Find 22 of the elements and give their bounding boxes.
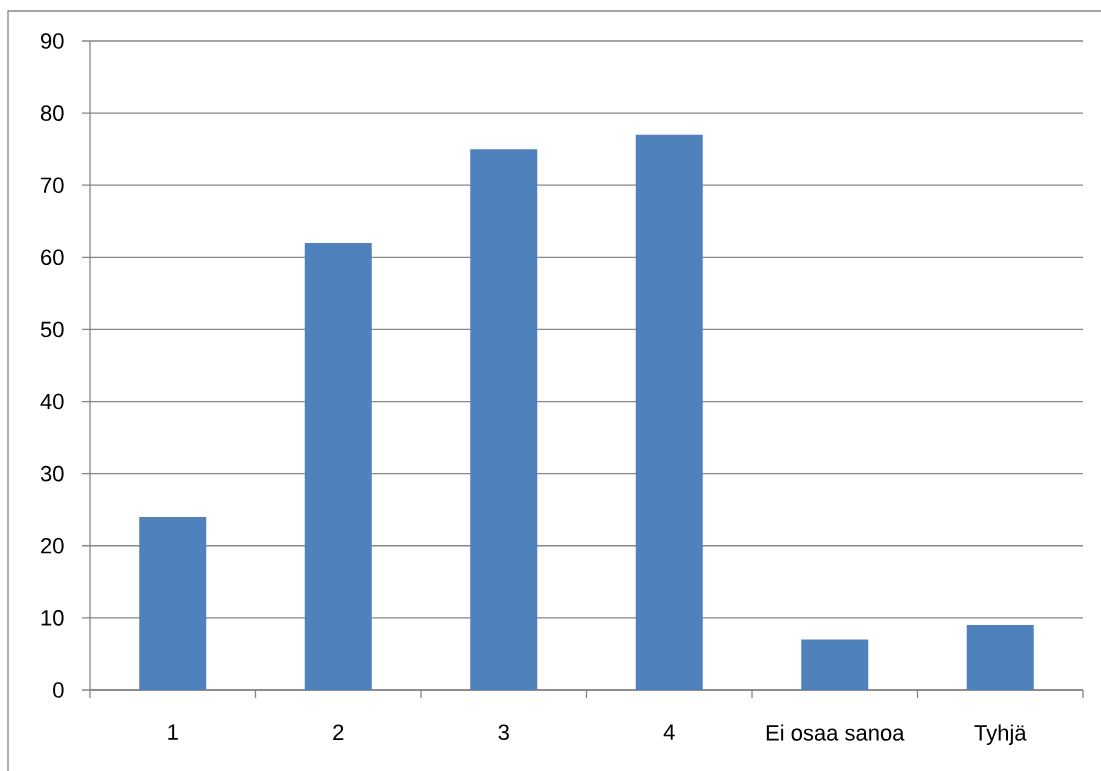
bar (966, 625, 1034, 690)
x-tick-label: Ei osaa sanoa (766, 724, 905, 741)
y-tick-label: 50 (40, 321, 64, 338)
x-tick-label: Tyhjä (974, 724, 1027, 746)
y-tick-label: 70 (41, 177, 64, 194)
y-tick-label: 10 (41, 610, 64, 626)
bar (470, 149, 538, 690)
bar (139, 516, 207, 690)
x-tick-label: 1 (168, 724, 178, 740)
x-tick-label: 4 (663, 724, 675, 740)
y-tick-label: 60 (41, 249, 64, 266)
x-tick-label: 3 (498, 724, 509, 741)
bar (635, 134, 703, 690)
y-tick-label: 40 (40, 393, 64, 410)
y-tick-label: 80 (40, 105, 64, 121)
y-tick-label: 90 (41, 33, 64, 49)
y-tick-label: 20 (41, 537, 64, 554)
bar (304, 242, 372, 690)
bar (801, 639, 869, 690)
y-tick-label: 30 (40, 465, 64, 482)
y-tick-label: 0 (53, 682, 64, 698)
x-tick-label: 2 (333, 724, 344, 740)
